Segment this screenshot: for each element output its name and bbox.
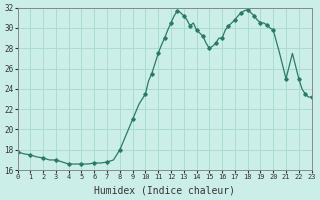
X-axis label: Humidex (Indice chaleur): Humidex (Indice chaleur) xyxy=(94,186,235,196)
